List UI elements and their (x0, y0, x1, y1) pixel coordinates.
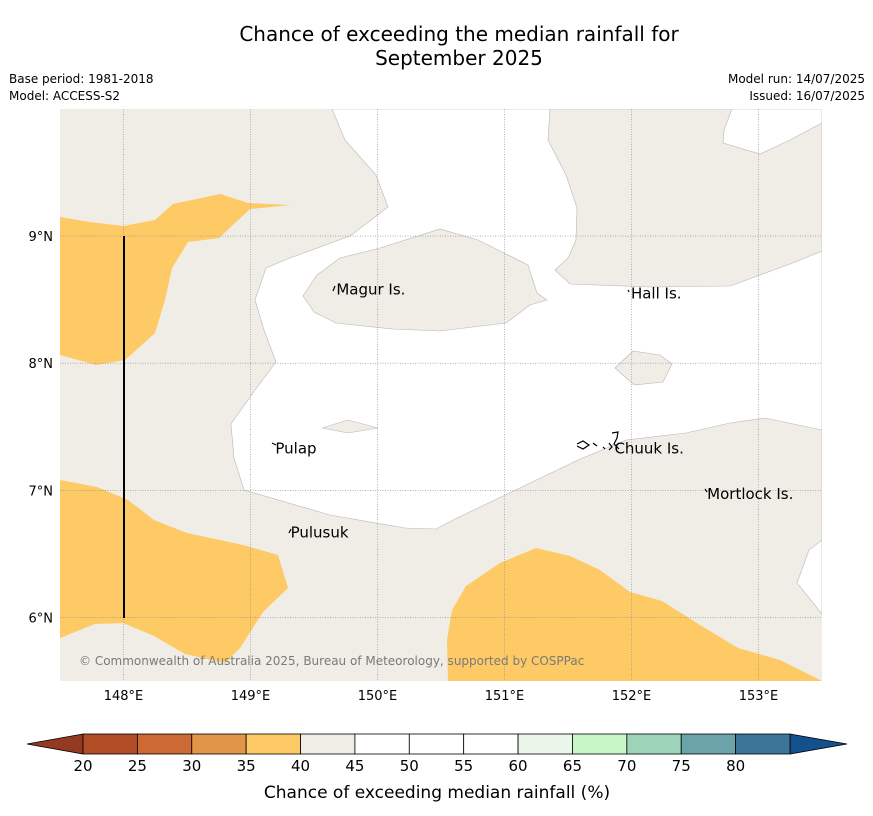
place-label-3: Chuuk Is. (614, 439, 683, 457)
lon-tick-label-3: 151°E (485, 689, 525, 704)
model-run: Model run: 14/07/2025 (727, 72, 865, 86)
band-40-45-region-northeast (547, 109, 822, 288)
lon-tick-label-1: 149°E (231, 689, 271, 704)
place-label-5: Pulusuk (291, 523, 349, 541)
lon-tick-label-2: 150°E (358, 689, 398, 704)
band-35-40-region-northwest (60, 194, 290, 365)
place-label-1: Hall Is. (631, 284, 682, 302)
island-chuuk-outline (576, 431, 620, 451)
place-label-2: Pulap (275, 439, 316, 457)
issued-date: Issued: 16/07/2025 (749, 89, 865, 103)
band-40-45-islet-pulap (321, 419, 379, 434)
map-axis-labels: 148°E 149°E 150°E 151°E 152°E 153°E 6°N 7°N 8°N 9… (29, 230, 779, 704)
boundary-line (123, 236, 125, 618)
island-pulusuk-outline (288, 528, 292, 534)
island-hall-outline (627, 289, 630, 293)
band-45-55-cutout-northeast (722, 109, 822, 155)
band-40-45-island-hall (614, 350, 673, 386)
model-name: Model: ACCESS-S2 (9, 89, 121, 103)
meta-right: Model run: 14/07/2025 Issued: 16/07/2025 (728, 71, 865, 105)
island-pulap-outline (271, 442, 277, 446)
lat-tick-label-2: 8°N (29, 357, 54, 372)
place-label-4: Mortlock Is. (707, 485, 793, 503)
title-line-2: September 2025 (375, 46, 543, 70)
band-35-40-region-southeast (447, 548, 822, 681)
island-mortlock-outline (704, 488, 708, 493)
lon-tick-label-4: 152°E (612, 689, 652, 704)
base-period: Base period: 1981-2018 (9, 72, 154, 86)
map-title: Chance of exceeding the median rainfall … (0, 22, 873, 70)
lat-tick-label-0: 6°N (29, 611, 54, 626)
lon-tick-label-0: 148°E (104, 689, 144, 704)
band-40-45-island-magur (302, 228, 548, 332)
meta-left: Base period: 1981-2018 Model: ACCESS-S2 (9, 71, 154, 105)
island-outlines (271, 285, 708, 534)
title-line-1: Chance of exceeding the median rainfall … (239, 22, 679, 46)
place-labels: Magur Is. Hall Is. Pulap Chuuk Is. Mortlock … (275, 280, 793, 541)
copyright-notice: © Commonwealth of Australia 2025, Bureau… (79, 654, 584, 668)
lon-tick-label-5: 153°E (739, 689, 779, 704)
island-magur-outline (332, 285, 336, 292)
place-label-0: Magur Is. (336, 280, 405, 298)
lat-tick-label-3: 9°N (29, 230, 54, 245)
lat-tick-label-1: 7°N (29, 484, 54, 499)
